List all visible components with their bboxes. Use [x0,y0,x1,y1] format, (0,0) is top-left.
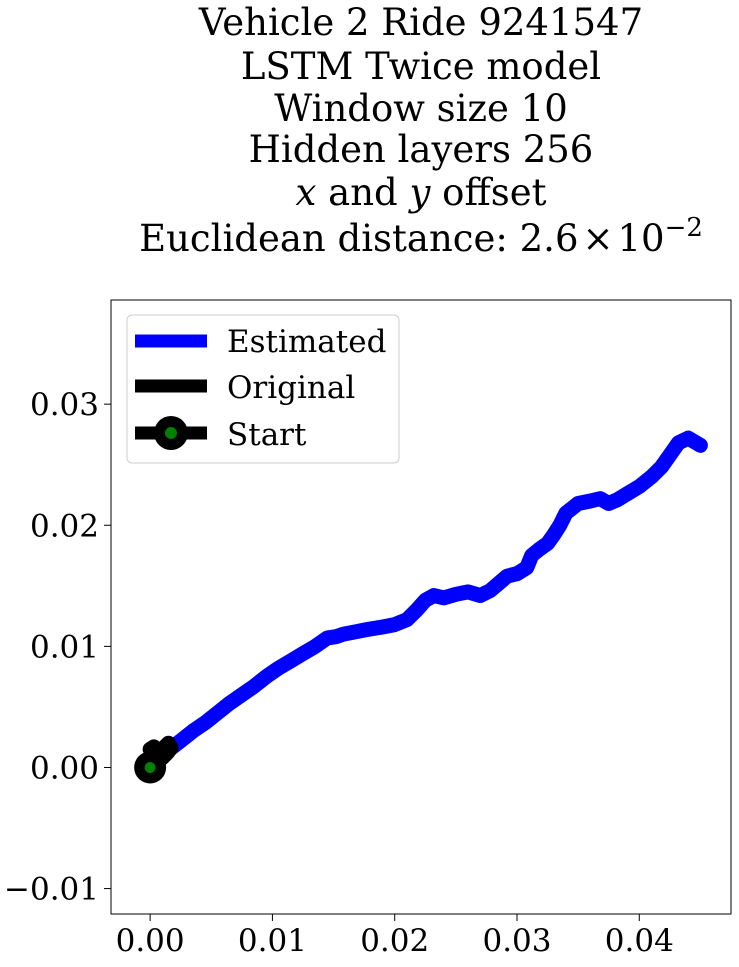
title-distance-mantissa: 2.6 [520,217,579,260]
y-tick-label: 0.01 [30,629,99,665]
start-marker-dot [144,761,156,773]
title-line-hidden: Hidden layers 256 [249,128,594,171]
series-layer [142,430,708,775]
title-line-offset: x and y offset [296,171,547,214]
title-line-window: Window size 10 [274,87,568,130]
legend-label-original: Original [227,370,355,406]
title-distance-times: × [582,217,613,260]
title-line-vehicle: Vehicle 2 Ride 9241547 [198,1,643,44]
legend-frame [126,314,400,464]
x-axis: 0.00 0.01 0.02 0.03 0.04 [116,914,674,959]
legend-label-estimated: Estimated [227,324,386,360]
x-tick-label: 0.01 [238,923,307,959]
start-marker-layer [134,751,167,784]
title-distance-exponent: −2 [665,213,703,243]
x-tick-label: 0.00 [116,923,185,959]
y-tick-label: 0.03 [30,387,99,423]
axes-frame [110,299,732,915]
title-var-x: x [296,171,317,214]
title-offset-middle: and [316,171,409,214]
y-axis: −0.01 0.00 0.01 0.02 0.03 [4,387,111,908]
series-line-estimated [142,430,708,775]
plot-area: 0.00 0.01 0.02 0.03 0.04 −0.010.000.010.020.… [4,299,732,959]
x-tick-label: 0.02 [360,923,429,959]
legend: Estimated Original Start [126,314,400,464]
legend-label-start: Start [227,417,307,453]
y-tick-label: −0.01 [4,872,99,908]
title-distance-prefix: Euclidean distance: [139,217,520,260]
title-offset-tail: offset [430,171,546,214]
y-tick-label: 0.02 [30,508,99,544]
title-var-y: y [408,171,432,214]
title-line-model: LSTM Twice model [241,45,601,88]
x-tick-label: 0.03 [482,923,551,959]
title-line-distance: Euclidean distance: 2.6 × 10−2 [139,213,703,260]
title-distance-base: 10 [618,217,665,260]
legend-swatch-start-dot [165,427,177,439]
chart-title: Vehicle 2 Ride 9241547 LSTM Twice model … [139,1,703,260]
x-tick-label: 0.04 [605,923,674,959]
series-line-original [142,735,179,775]
y-tick-label: 0.00 [30,750,99,786]
